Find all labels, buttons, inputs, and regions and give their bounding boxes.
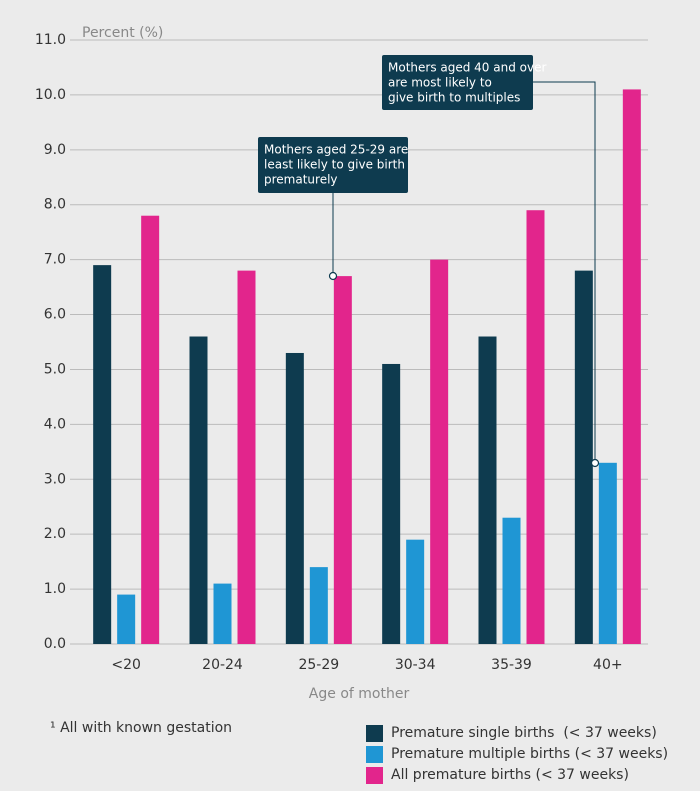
y-tick-label: 10.0 — [35, 87, 66, 103]
y-tick-label: 5.0 — [44, 361, 66, 377]
bar — [598, 462, 617, 644]
bar — [93, 265, 112, 644]
annotation-text: Mothers aged 25-29 are — [264, 143, 408, 157]
legend-swatch — [366, 767, 383, 784]
y-tick-label: 4.0 — [44, 416, 66, 432]
annotation-text: least likely to give birth — [264, 158, 405, 172]
bar — [213, 583, 232, 644]
bar — [430, 259, 449, 644]
y-axis-label: Percent (%) — [82, 25, 163, 41]
bar — [382, 363, 401, 644]
annotation-text: prematurely — [264, 173, 338, 187]
y-tick-label: 1.0 — [44, 581, 66, 597]
y-tick-label: 8.0 — [44, 197, 66, 213]
legend-swatch — [366, 725, 383, 742]
annotation-box — [382, 55, 533, 110]
legend-swatch — [366, 746, 383, 763]
x-tick-label: <20 — [111, 657, 141, 673]
annotation-dot — [328, 271, 338, 281]
legend-label: Premature single births (< 37 weeks) — [391, 725, 657, 741]
bar — [237, 270, 256, 644]
y-tick-label: 9.0 — [44, 142, 66, 158]
annotation-box — [258, 137, 408, 193]
bar — [502, 517, 521, 644]
x-tick-label: 35-39 — [491, 657, 532, 673]
bar — [406, 539, 425, 644]
x-axis-label: Age of mother — [309, 686, 410, 702]
bar — [189, 336, 208, 644]
footnote: ¹ All with known gestation — [50, 720, 232, 736]
y-tick-label: 2.0 — [44, 526, 66, 542]
x-tick-label: 25-29 — [298, 657, 339, 673]
legend-label: All premature births (< 37 weeks) — [391, 767, 629, 783]
y-tick-label: 11.0 — [35, 32, 66, 48]
bar — [574, 270, 593, 644]
annotation-connector — [533, 81, 596, 463]
bar — [478, 336, 497, 644]
bar — [622, 89, 641, 644]
y-tick-label: 3.0 — [44, 471, 66, 487]
y-tick-label: 0.0 — [44, 636, 66, 652]
bar — [285, 352, 304, 644]
bar — [141, 215, 160, 644]
y-tick-label: 7.0 — [44, 252, 66, 268]
bar — [526, 210, 545, 644]
bar — [117, 594, 136, 644]
legend-label: Premature multiple births (< 37 weeks) — [391, 746, 668, 762]
annotation-text: Mothers aged 40 and over — [388, 61, 546, 75]
bar — [309, 567, 328, 644]
annotation-text: give birth to multiples — [388, 91, 520, 105]
x-tick-label: 30-34 — [395, 657, 436, 673]
bar — [333, 276, 352, 644]
x-tick-label: 40+ — [593, 657, 623, 673]
x-tick-label: 20-24 — [202, 657, 243, 673]
annotation-dot — [590, 458, 600, 468]
y-tick-label: 6.0 — [44, 307, 66, 323]
annotation-text: are most likely to — [388, 76, 492, 90]
